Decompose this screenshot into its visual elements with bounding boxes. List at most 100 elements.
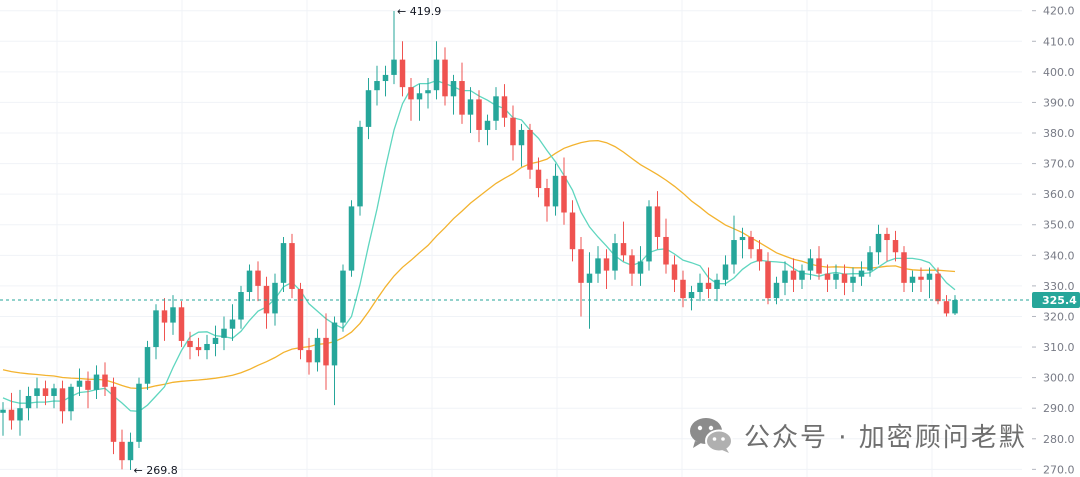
candle — [459, 62, 465, 124]
candle-body — [459, 81, 465, 115]
candle-body — [637, 261, 644, 274]
candle-body — [501, 96, 508, 118]
candle — [178, 301, 185, 348]
candle — [0, 402, 6, 436]
candle-body — [238, 292, 244, 320]
candle-body — [841, 273, 848, 283]
candle — [612, 233, 618, 280]
candle — [705, 267, 712, 299]
candle — [127, 432, 134, 470]
candle — [110, 377, 117, 455]
y-tick-label: 360.0 — [1043, 188, 1075, 201]
candle — [748, 230, 754, 259]
candle — [212, 325, 219, 357]
candle-body — [756, 249, 763, 262]
candle — [952, 295, 958, 315]
grid — [0, 0, 1022, 477]
candle — [654, 191, 661, 250]
candle-body — [8, 409, 15, 421]
candle-body — [93, 374, 100, 390]
candle — [425, 77, 431, 109]
y-tick-label: 380.0 — [1043, 127, 1075, 140]
candle — [238, 285, 244, 329]
y-tick-label: 330.0 — [1043, 280, 1075, 293]
candle-body — [510, 117, 516, 146]
candle — [688, 285, 695, 311]
price-axis[interactable]: 270.0 280.0 290.0 300.0 310.0 320.0 330.0 340.0… — [1032, 5, 1080, 477]
candle-body — [773, 282, 780, 299]
candle-body — [816, 258, 822, 274]
candle — [68, 383, 74, 421]
candle-body — [195, 347, 202, 351]
candle — [51, 383, 57, 409]
candle-body — [875, 233, 882, 253]
candle-body — [544, 188, 550, 207]
candle — [799, 264, 805, 289]
candle — [450, 74, 457, 115]
candle — [527, 123, 533, 179]
candle — [306, 337, 312, 375]
candle-body — [408, 87, 414, 100]
candle — [170, 295, 176, 335]
candle — [59, 380, 66, 424]
candles — [0, 11, 958, 470]
ma-slow-line — [2, 139, 956, 390]
candle — [374, 65, 380, 106]
candle — [153, 304, 159, 360]
candle — [136, 377, 142, 448]
candle — [637, 246, 644, 286]
y-tick-label: 420.0 — [1043, 5, 1075, 18]
candle-body — [119, 441, 125, 461]
candle — [518, 123, 525, 167]
candle — [340, 264, 346, 332]
candle — [552, 163, 559, 216]
candle — [824, 264, 831, 293]
candle-body — [663, 236, 669, 265]
candle — [816, 246, 822, 280]
candle-body — [246, 270, 253, 293]
last-price-value: 325.4 — [1042, 294, 1077, 307]
candle — [790, 258, 797, 293]
y-tick-label: 390.0 — [1043, 96, 1075, 109]
candle — [119, 429, 125, 470]
candle-body — [620, 243, 627, 256]
candle-body — [586, 273, 593, 283]
candle — [807, 249, 814, 280]
candle — [943, 295, 950, 317]
candle-body — [382, 74, 389, 82]
y-tick-label: 350.0 — [1043, 219, 1075, 232]
candle-body — [688, 292, 695, 299]
candle — [476, 90, 482, 143]
candle-body — [680, 279, 686, 299]
candle-body — [901, 252, 907, 283]
candle-body — [442, 59, 448, 97]
candle — [289, 233, 295, 299]
candle-body — [136, 383, 142, 442]
candle-body — [25, 395, 32, 409]
y-tick-label: 320.0 — [1043, 310, 1075, 323]
candle-body — [731, 240, 737, 265]
candle — [671, 255, 678, 293]
candle — [85, 371, 91, 409]
candle-body — [612, 243, 618, 271]
candle-body — [340, 270, 346, 323]
candle-body — [484, 120, 491, 130]
candle — [280, 236, 287, 293]
candle — [365, 77, 372, 140]
candle-body — [178, 307, 185, 341]
candle — [331, 316, 338, 406]
candle-body — [858, 270, 865, 277]
candle — [680, 270, 686, 308]
candle-body — [697, 282, 703, 293]
candle-body — [833, 273, 839, 280]
candle — [399, 41, 406, 97]
candle-body — [68, 386, 74, 412]
candle-body — [374, 81, 380, 91]
candle — [161, 298, 168, 341]
candle-body — [527, 129, 533, 170]
candle-body — [102, 374, 108, 387]
candle-body — [357, 126, 363, 207]
candle-body — [790, 270, 797, 280]
candle-body — [272, 282, 278, 314]
